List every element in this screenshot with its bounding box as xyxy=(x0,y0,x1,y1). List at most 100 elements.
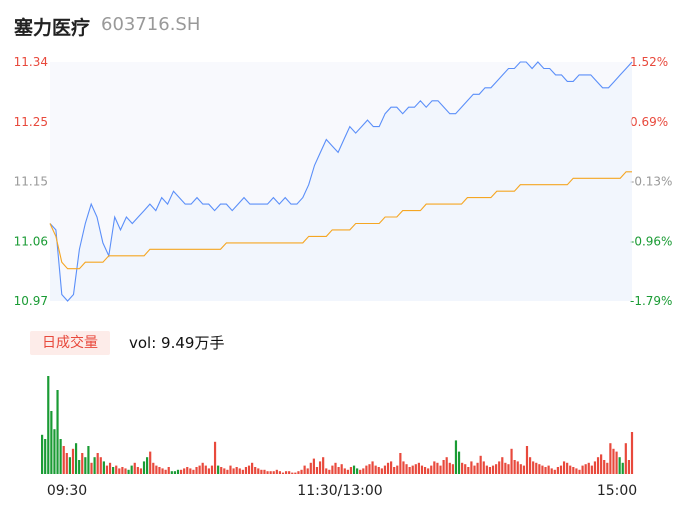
volume-bar xyxy=(359,469,362,474)
volume-bar xyxy=(47,376,50,474)
volume-bar xyxy=(149,451,152,474)
volume-bar xyxy=(368,464,371,474)
volume-bar xyxy=(93,457,96,474)
volume-bar xyxy=(433,461,436,474)
volume-bar xyxy=(559,465,563,474)
volume-bar xyxy=(99,457,102,474)
volume-bar xyxy=(550,468,553,474)
volume-bar xyxy=(118,468,121,474)
y-tick-right: -1.79% xyxy=(630,294,672,308)
volume-bar xyxy=(223,468,226,474)
x-tick: 11:30/13:00 xyxy=(297,483,382,499)
volume-bar xyxy=(402,461,405,474)
volume-bar xyxy=(566,462,569,474)
volume-bar xyxy=(152,462,155,474)
x-tick: 09:30 xyxy=(47,483,87,499)
volume-bar xyxy=(167,467,170,474)
volume-bar xyxy=(56,390,59,474)
volume-bar xyxy=(198,465,201,474)
volume-bar xyxy=(562,461,566,474)
volume-bar xyxy=(479,455,482,474)
volume-bar xyxy=(461,462,464,474)
volume-bar xyxy=(596,457,600,474)
volume-bar xyxy=(451,464,454,474)
volume-bar xyxy=(232,468,235,474)
volume-bar xyxy=(204,465,207,474)
volume-bar xyxy=(244,467,248,474)
volume-bar xyxy=(90,462,93,474)
volume-bar xyxy=(541,465,544,474)
volume-bar xyxy=(176,469,180,474)
volume-bar xyxy=(377,467,380,474)
volume-bar xyxy=(257,468,260,474)
volume-bar xyxy=(312,458,315,474)
volume-bar xyxy=(68,457,71,474)
volume-bar xyxy=(288,471,291,474)
volume-bar xyxy=(491,465,495,474)
volume-bar xyxy=(322,457,325,474)
y-tick-right: -0.96% xyxy=(630,234,672,248)
volume-bar xyxy=(142,461,146,474)
volume-bar xyxy=(538,464,541,474)
volume-bar xyxy=(507,464,510,474)
volume-bar xyxy=(294,472,297,474)
volume-bar xyxy=(390,461,393,474)
volume-bar xyxy=(396,465,399,474)
volume-bar xyxy=(170,471,173,474)
volume-bar xyxy=(581,465,584,474)
volume-bar xyxy=(430,465,433,474)
volume-bar xyxy=(50,411,53,474)
volume-bar xyxy=(306,468,309,474)
volume-bar xyxy=(309,462,312,474)
volume-bar xyxy=(74,443,78,474)
stock-name: 塞力医疗 xyxy=(14,17,91,39)
volume-bar xyxy=(380,468,383,474)
volume-bar xyxy=(470,461,473,474)
daily-volume-tab[interactable]: 日成交量 xyxy=(30,331,110,355)
volume-bar xyxy=(59,439,62,474)
volume-bar xyxy=(213,441,217,474)
volume-bar xyxy=(127,469,130,474)
volume-bar xyxy=(547,465,550,474)
volume-bar xyxy=(504,462,507,474)
volume-bar xyxy=(399,453,402,474)
volume-bar xyxy=(405,464,408,474)
volume-bar xyxy=(217,465,220,474)
volume-bar xyxy=(146,457,149,474)
volume-bar xyxy=(423,467,427,474)
volume-bar xyxy=(352,465,356,474)
volume-bar xyxy=(183,468,186,474)
volume-bar xyxy=(44,439,47,474)
volume-bar xyxy=(108,462,112,474)
volume-readout: vol: 9.49万手 xyxy=(129,334,225,352)
volume-bar xyxy=(615,451,618,474)
y-tick-left: 11.15 xyxy=(14,175,48,189)
volume-bar xyxy=(532,461,535,474)
volume-bar xyxy=(192,469,195,474)
volume-bar xyxy=(519,464,522,474)
volume-bar xyxy=(495,464,498,474)
volume-bar xyxy=(315,467,319,474)
volume-bar xyxy=(78,460,81,474)
volume-bar xyxy=(627,460,631,474)
volume-bar xyxy=(269,471,272,474)
volume-bar xyxy=(81,453,84,474)
volume-bar xyxy=(448,462,451,474)
y-tick-left: 11.25 xyxy=(14,115,48,129)
volume-bar xyxy=(439,465,442,474)
volume-bar xyxy=(454,440,458,474)
volume-bar xyxy=(476,462,479,474)
volume-bar xyxy=(65,453,68,474)
volume-bar xyxy=(139,468,143,474)
volume-bar xyxy=(325,468,328,474)
volume-bar xyxy=(238,468,241,474)
volume-bar xyxy=(630,432,634,474)
volume-bar xyxy=(161,468,164,474)
volume-bar xyxy=(464,464,467,474)
volume-bar xyxy=(362,468,365,474)
x-tick: 15:00 xyxy=(597,483,637,499)
volume-bar xyxy=(334,462,337,474)
volume-bar xyxy=(164,469,167,474)
volume-bar xyxy=(130,465,133,474)
volume-bar xyxy=(284,471,288,474)
